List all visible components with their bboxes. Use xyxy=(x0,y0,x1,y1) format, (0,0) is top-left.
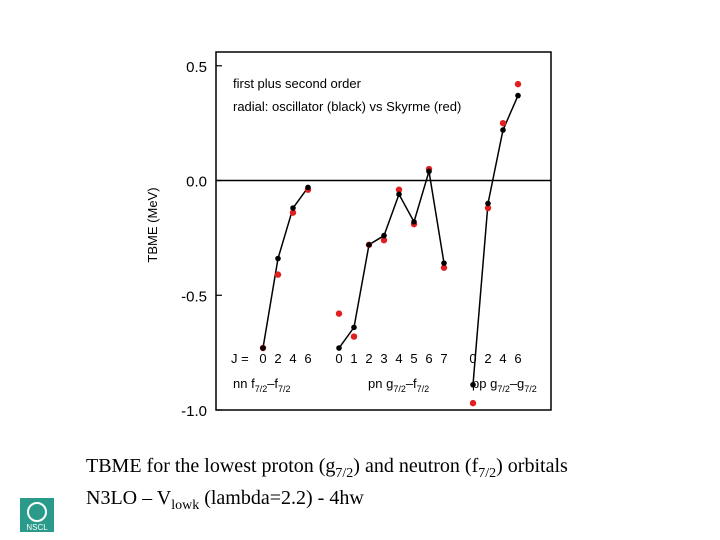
oscillator-point xyxy=(470,381,476,388)
j-tick-label: 0 xyxy=(469,351,476,366)
j-tick-label: 2 xyxy=(274,351,281,366)
y-tick-label: -0.5 xyxy=(181,288,207,305)
logo: NSCL xyxy=(20,498,54,532)
text-part: pn g xyxy=(368,376,393,391)
subscript: 7/2 xyxy=(393,384,406,394)
j-tick-label: 0 xyxy=(335,351,342,366)
subscript: 7/2 xyxy=(255,384,268,394)
oscillator-point xyxy=(411,219,417,225)
y-tick-label: 0.5 xyxy=(186,59,207,76)
oscillator-point xyxy=(426,168,432,175)
j-tick-label: 4 xyxy=(499,351,506,366)
oscillator-point xyxy=(396,191,402,198)
oscillator-point xyxy=(500,127,506,133)
text-part: TBME for the lowest proton (g xyxy=(86,455,335,477)
j-tick-label: 5 xyxy=(410,351,417,366)
oscillator-point xyxy=(485,200,491,207)
caption-line: TBME for the lowest proton (g7/2) and ne… xyxy=(86,455,568,481)
j-tick-label: 1 xyxy=(350,351,357,366)
group-label: pp g7/2–g7/2 xyxy=(472,376,537,394)
y-tick-label: 0.0 xyxy=(186,174,207,191)
text-part: ) and neutron (f xyxy=(353,455,478,477)
oscillator-point xyxy=(351,324,357,331)
subscript: 7/2 xyxy=(278,384,291,394)
skyrme-point xyxy=(380,236,388,244)
text-part: ) orbitals xyxy=(496,455,568,477)
oscillator-point xyxy=(275,255,281,262)
oscillator-point xyxy=(290,205,296,211)
skyrme-point xyxy=(289,209,297,216)
subscript: lowk xyxy=(171,498,199,513)
oscillator-line xyxy=(338,171,445,349)
text-part: –f xyxy=(267,376,278,391)
skyrme-point xyxy=(440,264,448,271)
caption-line: N3LO – Vlowk (lambda=2.2) - 4hw xyxy=(86,487,364,513)
subscript: 7/2 xyxy=(478,466,496,481)
j-tick-label: 3 xyxy=(380,351,387,366)
text-part: –g xyxy=(510,376,524,391)
j-tick-label: 6 xyxy=(514,351,521,366)
oscillator-line xyxy=(262,186,309,349)
oscillator-point xyxy=(381,232,387,239)
j-tick-label: 6 xyxy=(304,351,311,366)
oscillator-point xyxy=(336,345,342,351)
skyrme-point xyxy=(514,80,522,88)
subscript: 7/2 xyxy=(335,466,353,481)
skyrme-point xyxy=(395,186,403,193)
y-axis-label: TBME (MeV) xyxy=(145,187,160,262)
group-label: pn g7/2–f7/2 xyxy=(368,376,429,394)
oscillator-point xyxy=(441,260,447,266)
j-tick-label: 2 xyxy=(365,351,372,366)
oscillator-point xyxy=(515,92,521,99)
oscillator-line xyxy=(472,95,519,385)
j-tick-label: 7 xyxy=(440,351,447,366)
text-part: nn f xyxy=(233,376,255,391)
subscript: 7/2 xyxy=(497,384,510,394)
text-part: (lambda=2.2) - 4hw xyxy=(199,487,364,509)
skyrme-point xyxy=(350,333,358,340)
subscript: 7/2 xyxy=(524,384,537,394)
logo-text: NSCL xyxy=(26,523,48,532)
skyrme-point xyxy=(469,399,477,407)
annotation: radial: oscillator (black) vs Skyrme (re… xyxy=(233,99,461,114)
j-tick-label: 4 xyxy=(395,351,402,366)
text-part: N3LO – V xyxy=(86,487,172,509)
oscillator-point xyxy=(260,345,266,351)
oscillator-point xyxy=(305,184,311,191)
group-label: nn f7/2–f7/2 xyxy=(233,376,291,394)
text-part: –f xyxy=(406,376,417,391)
skyrme-point xyxy=(499,119,507,127)
j-prefix: J = xyxy=(231,351,249,366)
y-tick-label: -1.0 xyxy=(181,403,207,420)
skyrme-point xyxy=(335,310,343,317)
j-tick-label: 0 xyxy=(259,351,266,366)
skyrme-point xyxy=(274,271,282,278)
text-part: pp g xyxy=(472,376,497,391)
j-tick-label: 4 xyxy=(289,351,296,366)
logo-swirl xyxy=(27,502,47,522)
j-tick-label: 2 xyxy=(484,351,491,366)
oscillator-point xyxy=(366,241,372,248)
skyrme-point xyxy=(484,204,492,212)
subscript: 7/2 xyxy=(417,384,430,394)
annotation: first plus second order xyxy=(233,76,362,91)
plot-frame xyxy=(215,51,552,411)
j-tick-label: 6 xyxy=(425,351,432,366)
